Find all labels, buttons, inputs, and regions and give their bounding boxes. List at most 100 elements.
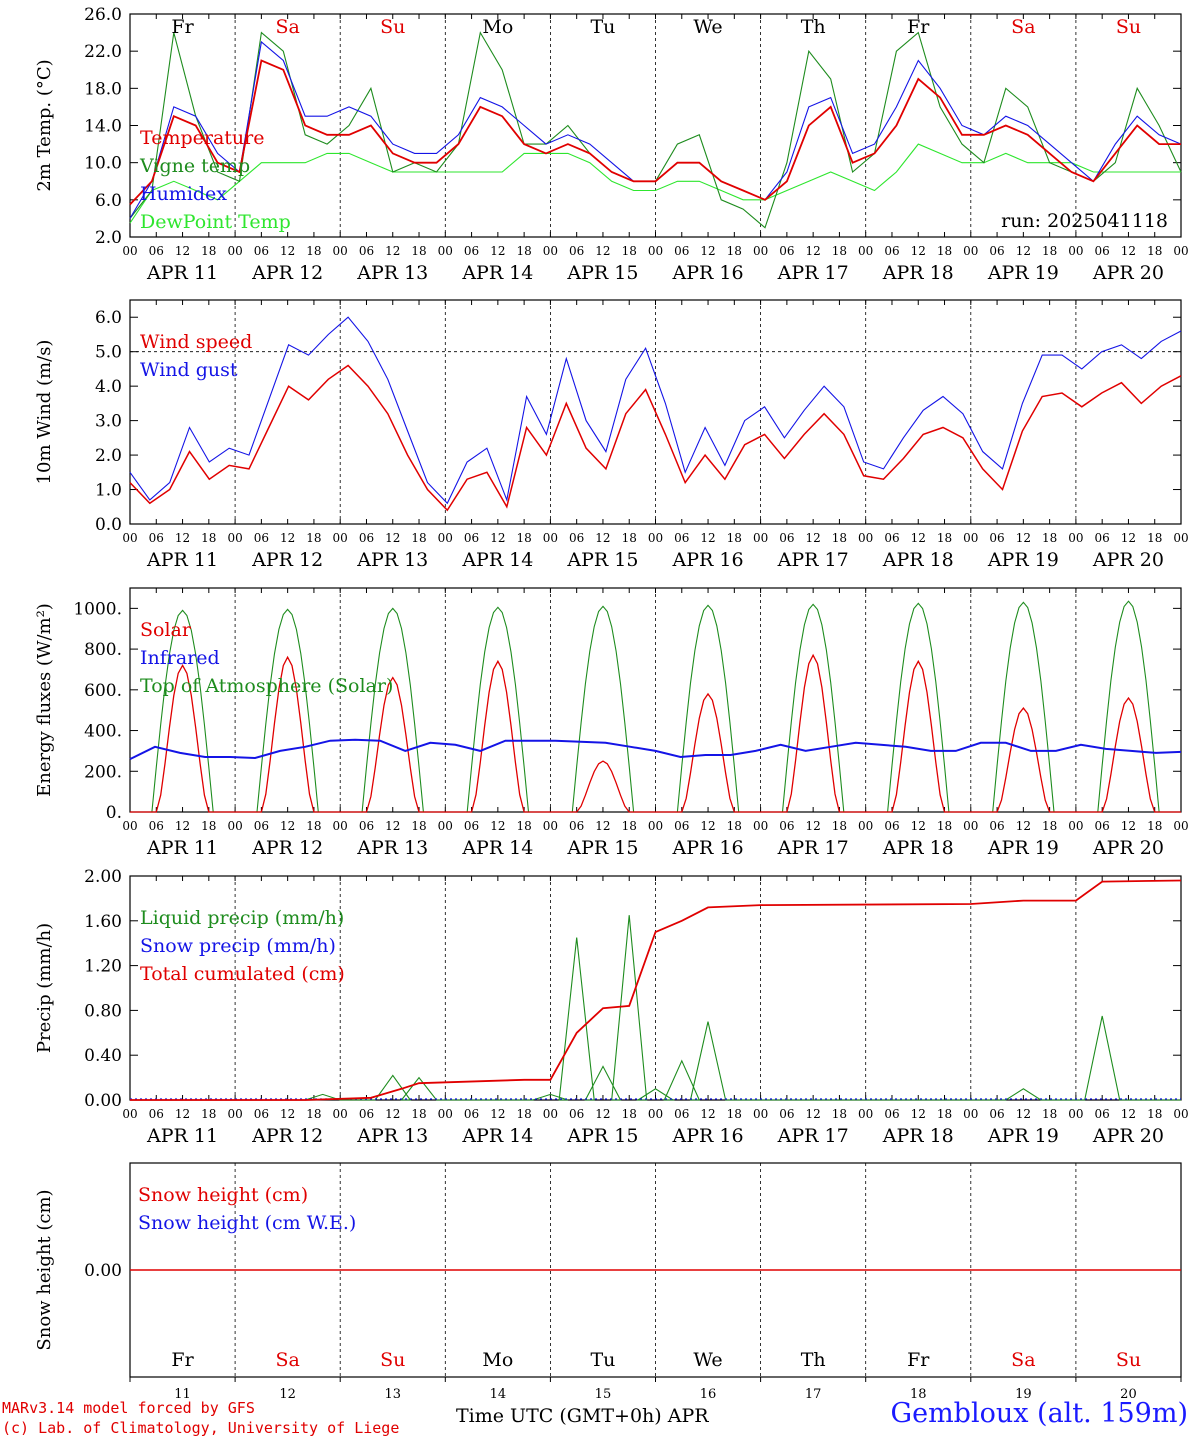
y-tick-label: 400. <box>84 722 122 742</box>
hour-tick-label: 12 <box>806 1107 821 1121</box>
hour-tick-label: 12 <box>1016 531 1031 545</box>
time-axis-label: Time UTC (GMT+0h) APR <box>456 1405 709 1427</box>
hour-tick-label: 06 <box>569 1107 584 1121</box>
hour-tick-label: 18 <box>1042 1107 1057 1121</box>
wind-speed-series <box>129 364 1182 512</box>
hour-tick-label: 12 <box>595 819 610 833</box>
hour-tick-label: 00 <box>438 819 453 833</box>
hour-tick-label: 18 <box>306 819 321 833</box>
hour-tick-label: 12 <box>490 819 505 833</box>
hour-tick-label: 06 <box>254 819 269 833</box>
hour-tick-label: 18 <box>1147 244 1162 258</box>
y-tick-label: 0. <box>106 803 122 823</box>
legend-entry: Snow height (cm W.E.) <box>138 1212 356 1234</box>
weekday-label: Sa <box>275 16 299 38</box>
day-label: APR 16 <box>672 262 744 284</box>
hour-tick-label: 00 <box>543 1107 558 1121</box>
hour-tick-label: 00 <box>753 531 768 545</box>
y-tick-label: 10.0 <box>84 154 122 174</box>
hour-tick-label: 06 <box>254 1107 269 1121</box>
hour-tick-label: 18 <box>516 819 531 833</box>
y-tick-label: 6.0 <box>95 191 122 211</box>
day-label: APR 12 <box>251 262 323 284</box>
day-number-label: 16 <box>700 1387 717 1402</box>
hour-tick-label: 06 <box>359 244 374 258</box>
day-label: APR 17 <box>777 549 849 571</box>
hour-tick-label: 06 <box>464 244 479 258</box>
day-label: APR 13 <box>356 262 428 284</box>
hour-tick-label: 00 <box>333 244 348 258</box>
hour-tick-label: 06 <box>464 1107 479 1121</box>
hour-tick-label: 00 <box>648 819 663 833</box>
day-label: APR 18 <box>882 549 954 571</box>
dewpoint-series <box>129 143 1181 224</box>
day-number-label: 13 <box>384 1387 401 1402</box>
day-label: APR 13 <box>356 549 428 571</box>
weekday-label: Th <box>801 1349 826 1371</box>
hour-tick-label: 12 <box>280 819 295 833</box>
hour-tick-label: 12 <box>280 1107 295 1121</box>
day-label: APR 19 <box>987 262 1059 284</box>
y-tick-label: 800. <box>84 640 122 660</box>
hour-tick-label: 18 <box>201 819 216 833</box>
hour-tick-label: 00 <box>227 244 242 258</box>
y-tick-label: 200. <box>84 762 122 782</box>
day-label: APR 14 <box>461 549 533 571</box>
hour-tick-label: 18 <box>622 819 637 833</box>
hour-tick-label: 18 <box>937 1107 952 1121</box>
weekday-label: Fr <box>907 16 930 38</box>
hour-tick-label: 06 <box>1095 531 1110 545</box>
legend-entry: Wind gust <box>140 359 238 381</box>
hour-tick-label: 00 <box>227 819 242 833</box>
y-axis-label: Energy fluxes (W/m²) <box>34 603 55 797</box>
hour-tick-label: 00 <box>1068 1107 1083 1121</box>
y-tick-label: 22.0 <box>84 42 122 62</box>
y-axis-label: 10m Wind (m/s) <box>34 340 55 485</box>
hour-tick-label: 00 <box>1068 244 1083 258</box>
weekday-label: We <box>693 16 722 38</box>
weekday-label: Su <box>1116 16 1141 38</box>
hour-tick-label: 12 <box>1121 244 1136 258</box>
day-label: APR 12 <box>251 549 323 571</box>
day-label: APR 14 <box>461 1125 533 1147</box>
hour-tick-label: 00 <box>1173 1107 1188 1121</box>
hour-tick-label: 00 <box>333 1107 348 1121</box>
hour-tick-label: 00 <box>648 531 663 545</box>
y-tick-label: 18.0 <box>84 79 122 99</box>
hour-tick-label: 00 <box>1068 531 1083 545</box>
legend-entry: Humidex <box>140 183 227 205</box>
day-number-label: 12 <box>279 1387 296 1402</box>
day-label: APR 12 <box>251 837 323 859</box>
hour-tick-label: 18 <box>1042 819 1057 833</box>
hour-tick-label: 06 <box>779 1107 794 1121</box>
hour-tick-label: 00 <box>648 244 663 258</box>
hour-tick-label: 18 <box>727 531 742 545</box>
hour-tick-label: 00 <box>858 244 873 258</box>
day-label: APR 13 <box>356 1125 428 1147</box>
hour-tick-label: 18 <box>201 244 216 258</box>
hour-tick-label: 00 <box>1173 819 1188 833</box>
weekday-label: Tu <box>590 16 615 38</box>
day-label: APR 16 <box>672 549 744 571</box>
hour-tick-label: 12 <box>595 1107 610 1121</box>
legend-entry: Temperature <box>140 127 264 149</box>
weekday-label: Fr <box>171 1349 194 1371</box>
day-label: APR 17 <box>777 262 849 284</box>
hour-tick-label: 18 <box>832 1107 847 1121</box>
hour-tick-label: 18 <box>622 531 637 545</box>
hour-tick-label: 00 <box>1068 819 1083 833</box>
weekday-label: Sa <box>275 1349 299 1371</box>
hour-tick-label: 06 <box>674 531 689 545</box>
hour-tick-label: 18 <box>306 244 321 258</box>
hour-tick-label: 00 <box>438 1107 453 1121</box>
hour-tick-label: 06 <box>674 1107 689 1121</box>
legend-entry: DewPoint Temp <box>140 211 291 233</box>
hour-tick-label: 18 <box>201 1107 216 1121</box>
hour-tick-label: 12 <box>490 1107 505 1121</box>
legend-entry: Total cumulated (cm) <box>140 963 345 985</box>
weekday-label: Fr <box>171 16 194 38</box>
hour-tick-label: 12 <box>1016 819 1031 833</box>
run-label: run: 2025041118 <box>1001 210 1168 232</box>
panel-frame <box>129 587 1182 813</box>
